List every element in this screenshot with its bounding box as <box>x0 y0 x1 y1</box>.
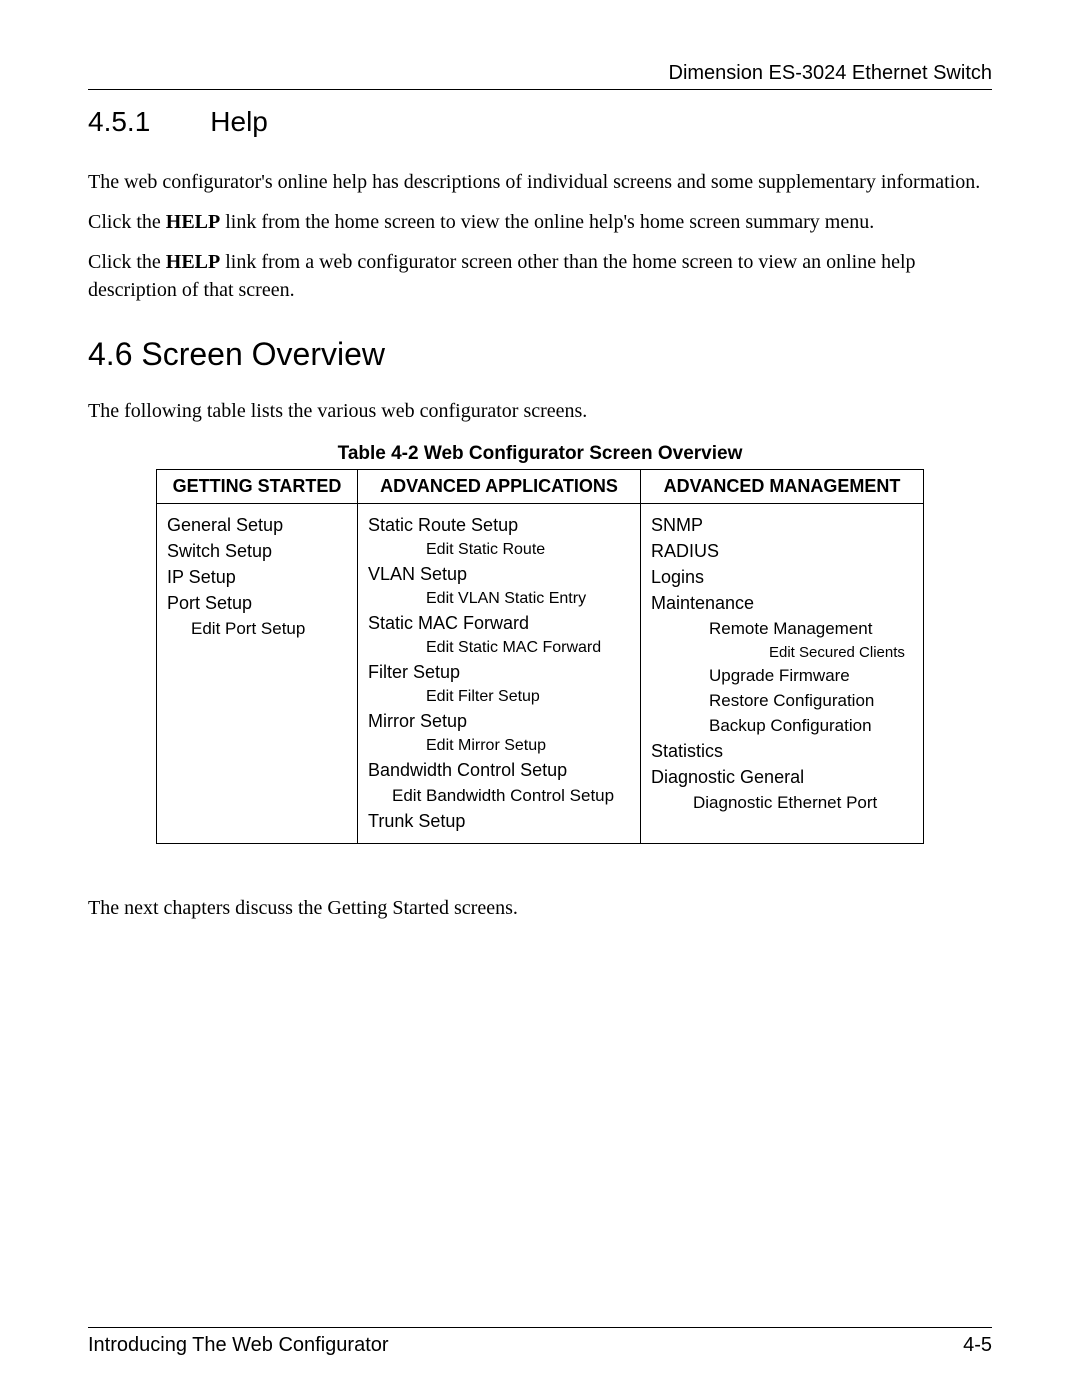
footer-left-text: Introducing The Web Configurator <box>88 1334 389 1357</box>
para-screen-overview-intro: The following table lists the various we… <box>88 397 992 425</box>
para-help-link-home: Click the HELP link from the home screen… <box>88 208 992 236</box>
section-4-5-1-heading: 4.5.1 Help <box>88 106 992 138</box>
footer-page-number: 4-5 <box>963 1334 992 1357</box>
section-4-6-heading: 4.6 Screen Overview <box>88 336 992 373</box>
table-body-row: General Setup Switch Setup IP Setup Port… <box>157 504 924 844</box>
list-item: Edit VLAN Static Entry <box>368 590 630 608</box>
list-item: Maintenance <box>651 593 913 614</box>
table-cell-advanced-applications: Static Route Setup Edit Static Route VLA… <box>358 504 641 844</box>
para-help-intro: The web configurator's online help has d… <box>88 168 992 196</box>
document-page: Dimension ES-3024 Ethernet Switch 4.5.1 … <box>0 0 1080 1397</box>
list-item: Filter Setup <box>368 662 630 683</box>
list-item: Restore Configuration <box>651 691 913 711</box>
list-item: Static MAC Forward <box>368 613 630 634</box>
list-item: Edit Static Route <box>368 541 630 559</box>
list-item: Port Setup <box>167 593 347 614</box>
table-cell-getting-started: General Setup Switch Setup IP Setup Port… <box>157 504 358 844</box>
table-header-row: GETTING STARTED ADVANCED APPLICATIONS AD… <box>157 470 924 504</box>
list-item: SNMP <box>651 515 913 536</box>
text-fragment: Click the <box>88 211 166 233</box>
para-help-link-other: Click the HELP link from a web configura… <box>88 248 992 304</box>
list-item: Edit Bandwidth Control Setup <box>368 786 630 806</box>
header-right-text: Dimension ES-3024 Ethernet Switch <box>669 62 993 84</box>
list-item: Remote Management <box>651 619 913 639</box>
list-item: Edit Secured Clients <box>651 644 913 661</box>
list-item: VLAN Setup <box>368 564 630 585</box>
list-item: Switch Setup <box>167 541 347 562</box>
list-item: Backup Configuration <box>651 716 913 736</box>
table-header-col1: GETTING STARTED <box>157 470 358 504</box>
list-item: Diagnostic General <box>651 767 913 788</box>
list-item: Statistics <box>651 741 913 762</box>
list-item: Upgrade Firmware <box>651 666 913 686</box>
list-item: Mirror Setup <box>368 711 630 732</box>
list-item: Bandwidth Control Setup <box>368 760 630 781</box>
text-fragment: link from the home screen to view the on… <box>220 211 874 233</box>
list-item: General Setup <box>167 515 347 536</box>
list-item: Diagnostic Ethernet Port <box>651 793 913 813</box>
screen-overview-table: GETTING STARTED ADVANCED APPLICATIONS AD… <box>156 469 924 844</box>
list-item: Trunk Setup <box>368 811 630 832</box>
list-item: Edit Filter Setup <box>368 688 630 706</box>
page-header: Dimension ES-3024 Ethernet Switch <box>88 62 992 90</box>
help-link-bold: HELP <box>166 211 220 233</box>
list-item: Edit Mirror Setup <box>368 737 630 755</box>
para-outro: The next chapters discuss the Getting St… <box>88 894 992 922</box>
list-item: Edit Static MAC Forward <box>368 639 630 657</box>
table-caption: Table 4-2 Web Configurator Screen Overvi… <box>88 443 992 465</box>
list-item: IP Setup <box>167 567 347 588</box>
list-item: Logins <box>651 567 913 588</box>
help-link-bold: HELP <box>166 251 220 273</box>
list-item: Edit Port Setup <box>167 619 347 639</box>
page-footer: Introducing The Web Configurator 4-5 <box>88 1327 992 1357</box>
table-header-col3: ADVANCED MANAGEMENT <box>641 470 924 504</box>
table-cell-advanced-management: SNMP RADIUS Logins Maintenance Remote Ma… <box>641 504 924 844</box>
table-header-col2: ADVANCED APPLICATIONS <box>358 470 641 504</box>
list-item: Static Route Setup <box>368 515 630 536</box>
section-number: 4.5.1 <box>88 106 150 138</box>
section-title: Help <box>210 106 268 138</box>
list-item: RADIUS <box>651 541 913 562</box>
text-fragment: Click the <box>88 251 166 273</box>
